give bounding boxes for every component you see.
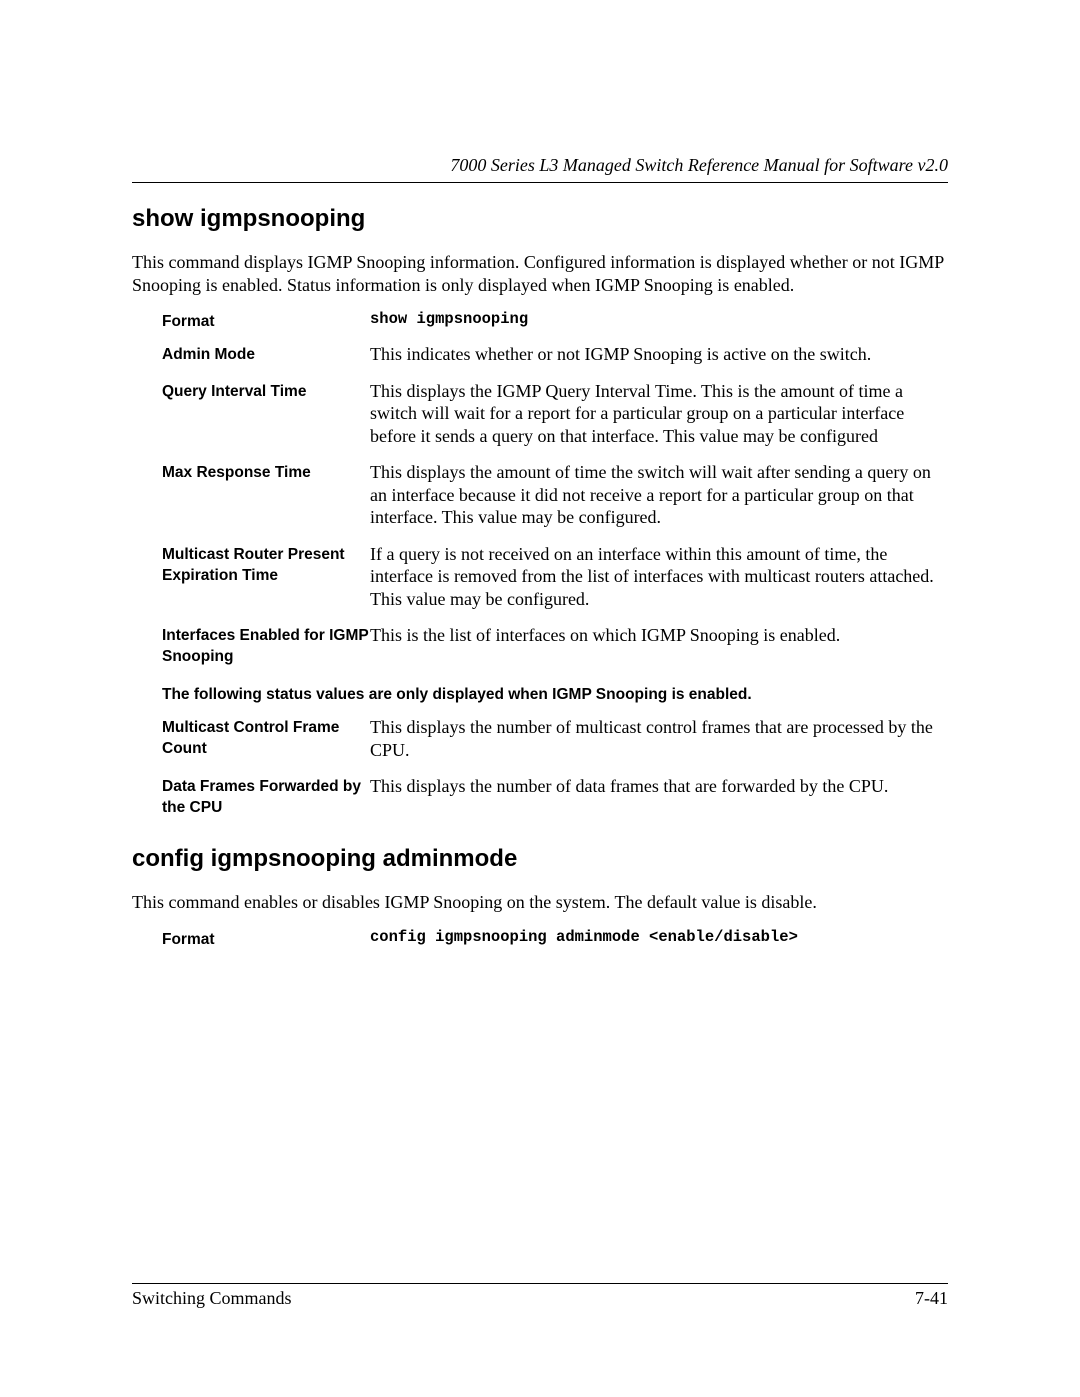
row-format: Format show igmpsnooping bbox=[162, 310, 948, 333]
footer-left: Switching Commands bbox=[132, 1288, 292, 1309]
section2-heading: config igmpsnooping adminmode bbox=[132, 845, 948, 873]
row-query-interval: Query Interval Time This displays the IG… bbox=[162, 380, 948, 448]
label-query-interval: Query Interval Time bbox=[162, 380, 370, 403]
header-rule bbox=[132, 182, 948, 183]
label-format: Format bbox=[162, 310, 370, 333]
value-mcast-router: If a query is not received on an interfa… bbox=[370, 543, 948, 611]
row-data-frames: Data Frames Forwarded by the CPU This di… bbox=[162, 775, 948, 819]
value-mcast-ctrl: This displays the number of multicast co… bbox=[370, 716, 948, 761]
label-data-frames: Data Frames Forwarded by the CPU bbox=[162, 775, 370, 819]
section2-intro: This command enables or disables IGMP Sn… bbox=[132, 891, 948, 914]
label-max-response: Max Response Time bbox=[162, 461, 370, 484]
label-mcast-ctrl: Multicast Control Frame Count bbox=[162, 716, 370, 760]
page-footer: Switching Commands 7-41 bbox=[132, 1283, 948, 1309]
section1-status-list: Multicast Control Frame Count This displ… bbox=[162, 716, 948, 819]
value-data-frames: This displays the number of data frames … bbox=[370, 775, 948, 798]
row-mcast-ctrl: Multicast Control Frame Count This displ… bbox=[162, 716, 948, 761]
value-format: show igmpsnooping bbox=[370, 310, 948, 329]
section2-definition-list: Format config igmpsnooping adminmode <en… bbox=[162, 928, 948, 951]
value-max-response: This displays the amount of time the swi… bbox=[370, 461, 948, 529]
label-admin-mode: Admin Mode bbox=[162, 343, 370, 366]
section1-definition-list: Format show igmpsnooping Admin Mode This… bbox=[162, 310, 948, 668]
row-mcast-router: Multicast Router Present Expiration Time… bbox=[162, 543, 948, 611]
status-note: The following status values are only dis… bbox=[162, 686, 948, 704]
label-interfaces-enabled: Interfaces Enabled for IGMP Snooping bbox=[162, 624, 370, 668]
page: 7000 Series L3 Managed Switch Reference … bbox=[0, 0, 1080, 1397]
footer-rule bbox=[132, 1283, 948, 1284]
row-max-response: Max Response Time This displays the amou… bbox=[162, 461, 948, 529]
footer-row: Switching Commands 7-41 bbox=[132, 1288, 948, 1309]
running-header: 7000 Series L3 Managed Switch Reference … bbox=[132, 155, 948, 176]
row-format-2: Format config igmpsnooping adminmode <en… bbox=[162, 928, 948, 951]
footer-right: 7-41 bbox=[915, 1288, 948, 1309]
value-admin-mode: This indicates whether or not IGMP Snoop… bbox=[370, 343, 948, 366]
label-format-2: Format bbox=[162, 928, 370, 951]
section1-intro: This command displays IGMP Snooping info… bbox=[132, 251, 948, 296]
row-admin-mode: Admin Mode This indicates whether or not… bbox=[162, 343, 948, 366]
section1-heading: show igmpsnooping bbox=[132, 205, 948, 233]
value-interfaces-enabled: This is the list of interfaces on which … bbox=[370, 624, 948, 647]
label-mcast-router: Multicast Router Present Expiration Time bbox=[162, 543, 370, 587]
value-query-interval: This displays the IGMP Query Interval Ti… bbox=[370, 380, 948, 448]
value-format-2: config igmpsnooping adminmode <enable/di… bbox=[370, 928, 948, 947]
row-interfaces-enabled: Interfaces Enabled for IGMP Snooping Thi… bbox=[162, 624, 948, 668]
